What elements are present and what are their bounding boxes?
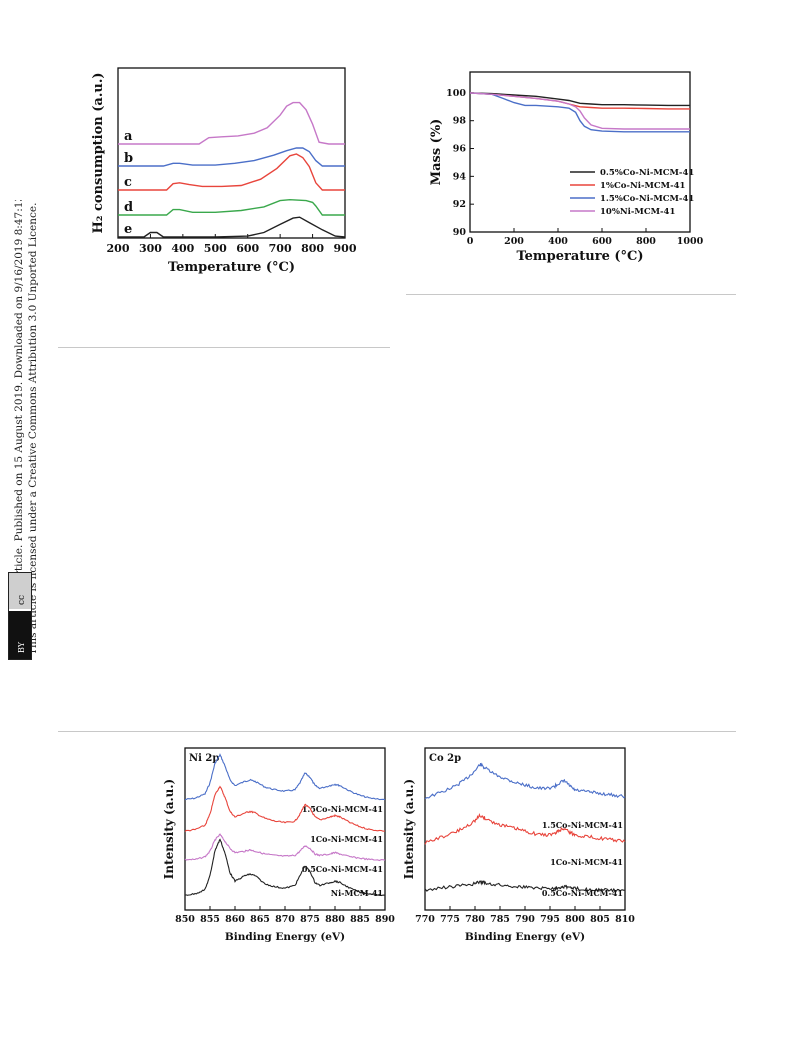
series-label: 1.5Co-Ni-MCM-41 [302, 804, 383, 814]
series-label: 0.5Co-Ni-MCM-41 [542, 888, 623, 898]
legend-label: 1%Co-Ni-MCM-41 [600, 181, 686, 191]
legend-label: 10%Ni-MCM-41 [600, 207, 675, 217]
series-line [424, 762, 626, 800]
y-tick-label: 92 [453, 199, 466, 210]
plot-frame [184, 747, 386, 911]
x-tick-label: 790 [515, 914, 535, 925]
x-tick-label: 885 [350, 914, 370, 925]
h2-tpr-chart: 200 300 400 500 600 700 800 900 Temperature (°C)… [91, 67, 357, 275]
y-tick-label: 96 [453, 144, 467, 155]
series-label: 1Co-Ni-MCM-41 [310, 834, 383, 844]
series-line [184, 785, 386, 832]
x-tick-label: 770 [415, 914, 435, 925]
rule-mid [58, 731, 736, 732]
x-tick-label: 1000 [677, 236, 704, 247]
series-label: Ni-MCM-41 [331, 888, 383, 898]
x-tick-label: 785 [490, 914, 510, 925]
legend-label: 1.5%Co-Ni-MCM-41 [600, 194, 694, 204]
plot-frame [117, 67, 346, 239]
curve-c [118, 153, 345, 191]
y-axis-label: H₂ consumption (a.u.) [91, 73, 106, 234]
license-line-1: Open Access Article. Published on 15 Aug… [13, 200, 25, 655]
x-tick-label: 860 [225, 914, 245, 925]
rule-top-right [406, 294, 736, 295]
x-tick-label: 600 [236, 242, 259, 255]
y-axis-label: Mass (%) [430, 119, 444, 186]
y-tick-label: 100 [446, 88, 466, 99]
xps-ni2p-chart: 850 855 860 865 870 875 880 885 890 Binding Energ… [162, 747, 395, 943]
x-tick-label: 855 [200, 914, 220, 925]
x-tick-label: 500 [204, 242, 227, 255]
panel-title: Co 2p [429, 753, 461, 764]
series-label: 1Co-Ni-MCM-41 [550, 857, 623, 867]
license-line-2: This article is licensed under a Creativ… [27, 203, 39, 655]
cc-by-badge[interactable]: BY cc [8, 572, 32, 660]
x-tick-label: 300 [139, 242, 162, 255]
series-line [424, 879, 626, 893]
x-tick-label: 700 [269, 242, 292, 255]
panel-title: Ni 2p [189, 753, 219, 764]
series-line [469, 92, 690, 130]
x-tick-label: 800 [565, 914, 585, 925]
series-line [184, 833, 386, 862]
x-tick-label: 200 [107, 242, 130, 255]
x-tick-label: 600 [592, 236, 612, 247]
x-tick-label: 870 [275, 914, 295, 925]
tga-mass-chart: 0 200 400 600 800 1000 90 92 94 96 98 100 Temperatur… [430, 71, 704, 264]
x-tick-label: 780 [465, 914, 485, 925]
series-line [184, 838, 386, 897]
cc-badge-part [9, 573, 31, 609]
x-tick-label: 880 [325, 914, 345, 925]
curve-label-a: a [124, 129, 133, 144]
x-tick-label: 875 [300, 914, 320, 925]
y-tick-label: 90 [453, 227, 467, 238]
rule-top-left [58, 347, 390, 348]
x-tick-label: 0 [467, 236, 474, 247]
series-label: 0.5Co-Ni-MCM-41 [302, 864, 383, 874]
x-axis-label: Binding Energy (eV) [225, 931, 345, 943]
x-axis-label: Temperature (°C) [516, 249, 643, 264]
x-tick-label: 865 [250, 914, 270, 925]
x-tick-label: 200 [504, 236, 524, 247]
curve-label-c: c [124, 175, 132, 190]
x-tick-label: 800 [301, 242, 324, 255]
plot-frame [469, 71, 691, 233]
x-tick-label: 810 [615, 914, 635, 925]
by-badge-part [9, 611, 31, 659]
xps-co2p-chart: 770 775 780 785 790 795 800 805 810 Binding Energ… [402, 747, 635, 943]
x-axis-label: Temperature (°C) [168, 260, 295, 275]
license-sidebar: Open Access Article. Published on 15 Aug… [4, 170, 44, 660]
x-tick-label: 400 [548, 236, 568, 247]
x-axis-label: Binding Energy (eV) [465, 931, 585, 943]
curve-label-b: b [124, 151, 133, 166]
curve-label-d: d [124, 200, 133, 215]
x-tick-label: 805 [590, 914, 610, 925]
curve-d [118, 198, 345, 216]
series-line [469, 92, 690, 107]
series-line [424, 813, 626, 845]
curve-e [118, 216, 346, 238]
x-tick-label: 800 [636, 236, 656, 247]
series-line [184, 753, 386, 801]
y-tick-label: 94 [453, 171, 467, 182]
x-tick-label: 795 [540, 914, 560, 925]
series-line [469, 92, 690, 133]
curve-b [118, 147, 345, 167]
x-tick-label: 775 [440, 914, 460, 925]
x-tick-label: 400 [171, 242, 194, 255]
cc-badge-text: cc [17, 595, 27, 605]
curve-a [118, 101, 345, 145]
curve-label-e: e [124, 222, 132, 237]
x-tick-label: 850 [175, 914, 195, 925]
y-axis-label: Intensity (a.u.) [162, 779, 176, 879]
legend-label: 0.5%Co-Ni-MCM-41 [600, 168, 694, 178]
by-badge-text: BY [17, 641, 26, 653]
y-axis-label: Intensity (a.u.) [402, 779, 416, 879]
x-tick-label: 900 [334, 242, 357, 255]
y-tick-label: 98 [453, 116, 467, 127]
x-tick-label: 890 [375, 914, 395, 925]
series-label: 1.5Co-Ni-MCM-41 [542, 820, 623, 830]
